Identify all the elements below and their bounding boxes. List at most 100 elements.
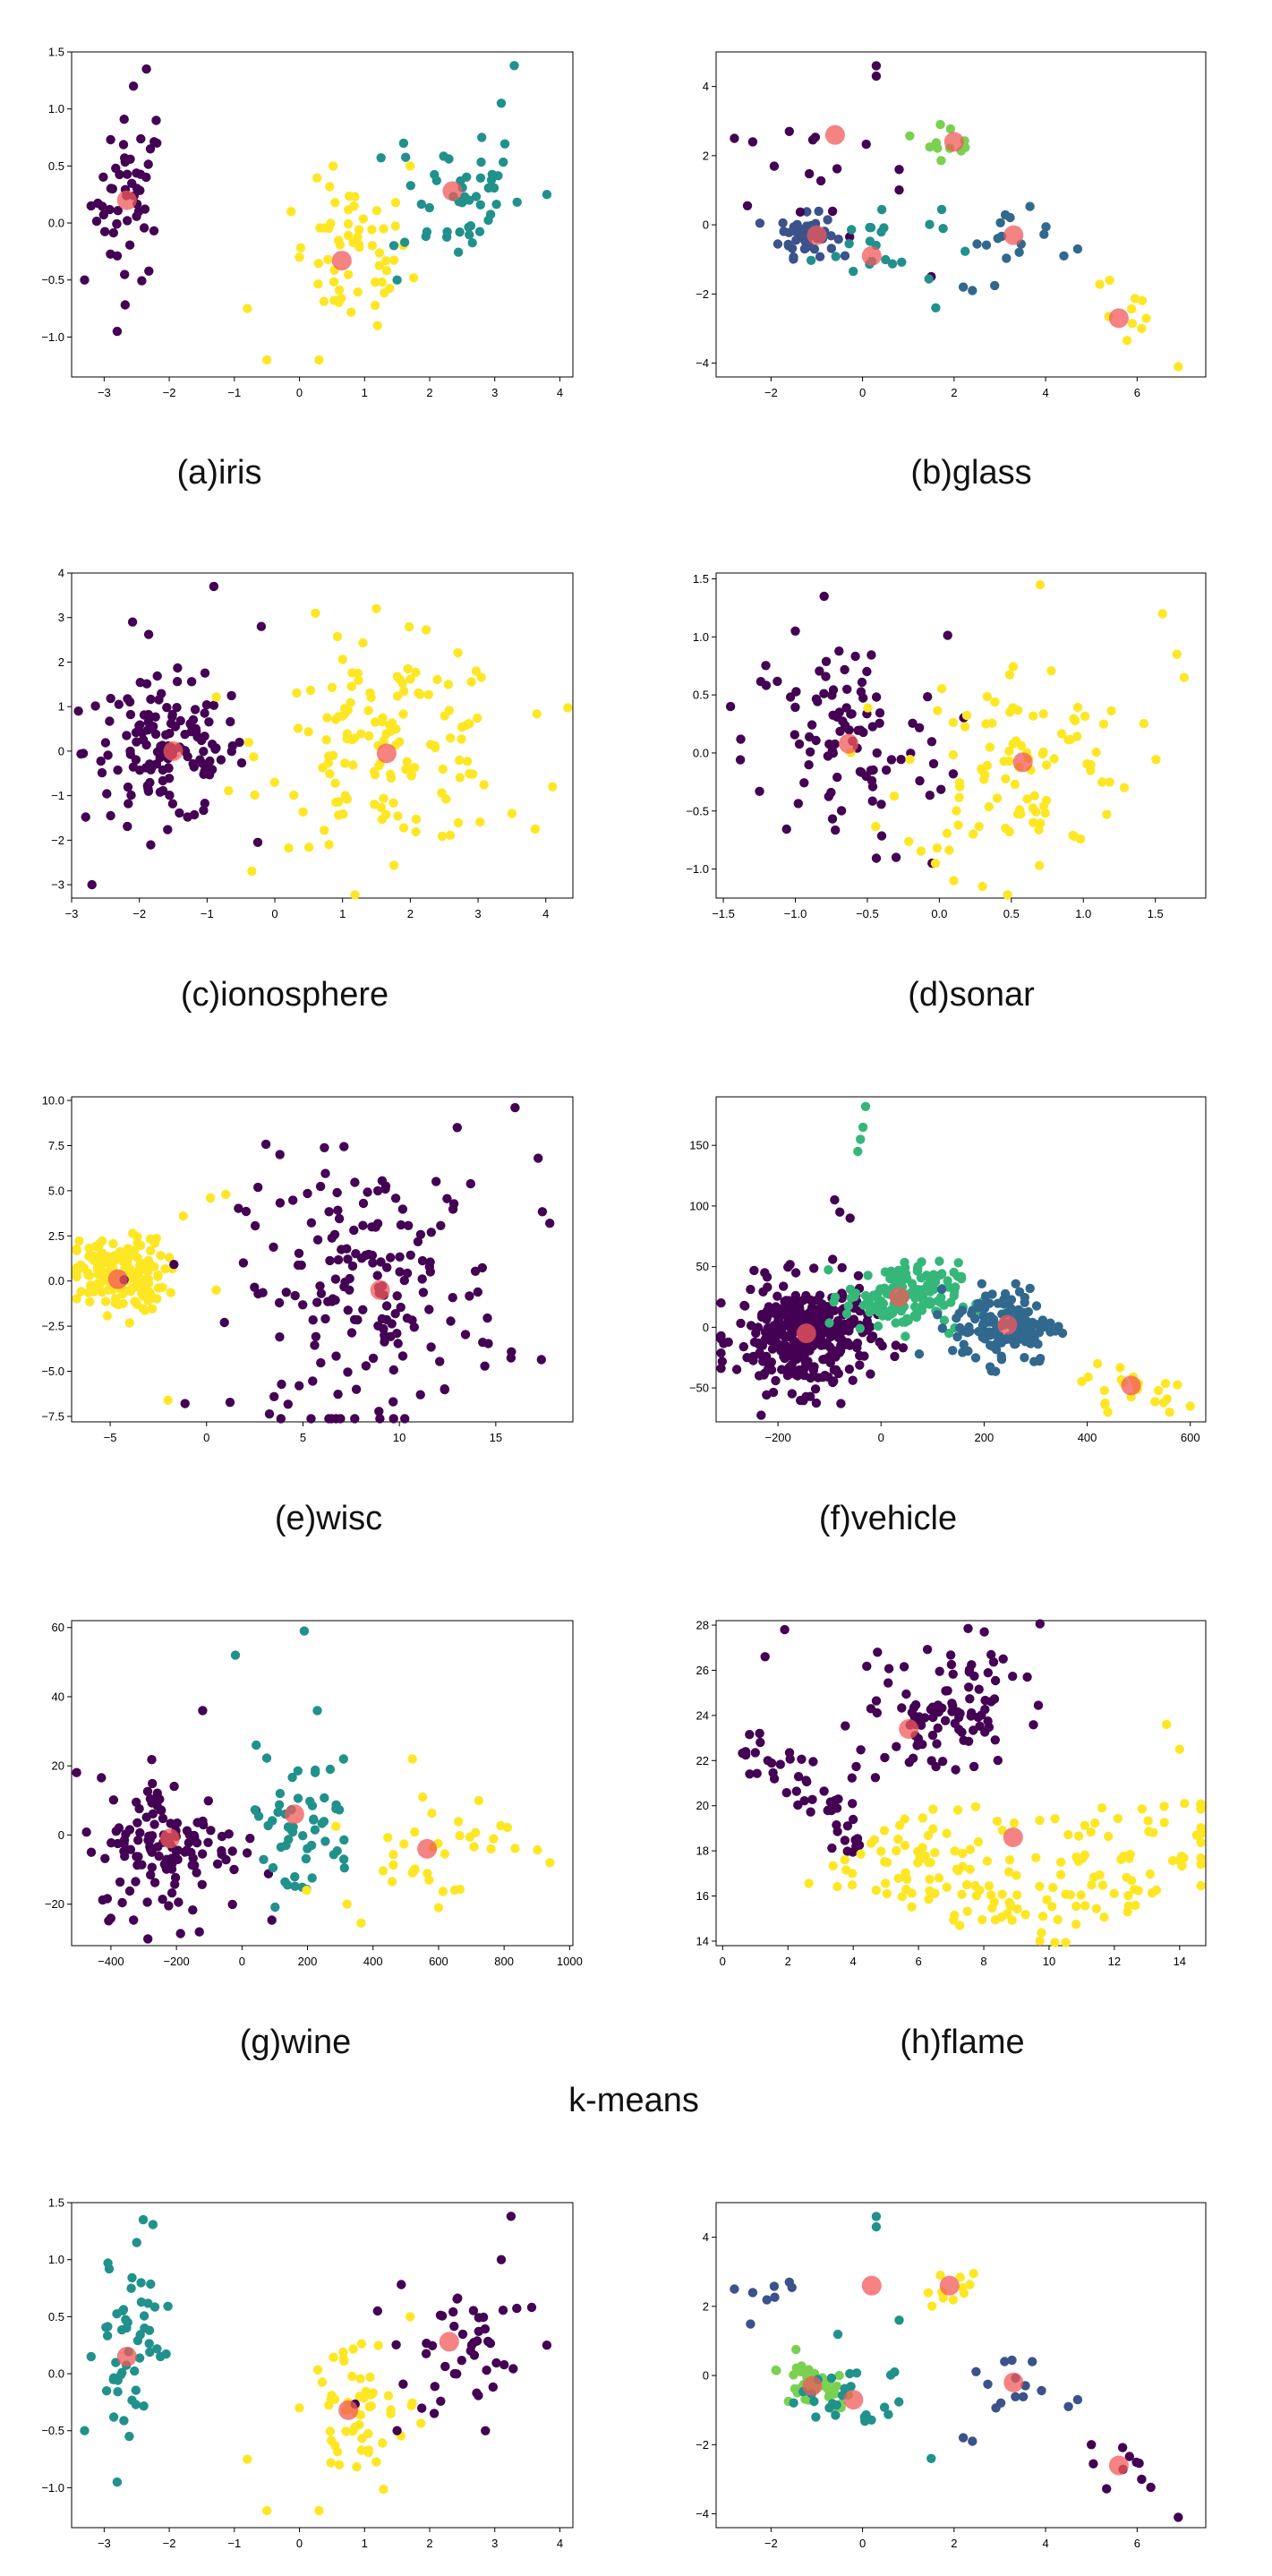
data-point	[388, 860, 399, 870]
data-point	[1070, 831, 1080, 842]
data-point	[1124, 1853, 1134, 1863]
data-point	[1011, 1279, 1020, 1289]
data-point	[808, 1365, 818, 1375]
data-point	[974, 821, 984, 832]
data-point	[963, 1623, 973, 1634]
data-point	[258, 1288, 268, 1297]
data-point	[152, 2344, 162, 2354]
data-point	[873, 1321, 884, 1331]
data-point	[894, 165, 904, 175]
data-point	[1061, 1938, 1071, 1947]
data-point	[862, 666, 872, 677]
data-point	[1072, 2394, 1083, 2405]
data-point	[1009, 1818, 1020, 1828]
y-tick-label: 28	[696, 1619, 709, 1632]
data-point	[132, 737, 141, 747]
data-point	[350, 1414, 360, 1424]
data-point	[303, 843, 314, 852]
data-point	[532, 709, 542, 719]
data-point	[760, 1268, 770, 1278]
data-point	[756, 1737, 765, 1748]
data-point	[368, 1258, 378, 1268]
y-tick-label: 60	[52, 1621, 64, 1634]
data-point	[865, 1307, 875, 1317]
data-point	[141, 679, 152, 689]
data-point	[792, 1371, 803, 1381]
data-point	[250, 790, 260, 800]
data-point	[135, 766, 145, 775]
data-point	[325, 182, 335, 192]
data-point	[331, 1803, 341, 1814]
data-point	[98, 210, 109, 220]
y-tick-label: 2	[58, 655, 64, 669]
data-point	[1115, 1363, 1125, 1373]
data-point	[98, 201, 107, 211]
data-point	[793, 1304, 804, 1314]
data-point	[290, 1290, 300, 1301]
data-point	[965, 1864, 975, 1874]
y-tick-label: 20	[52, 1759, 64, 1773]
data-point	[201, 700, 212, 710]
data-point	[345, 1273, 354, 1284]
data-point	[152, 1792, 162, 1802]
data-point	[108, 1238, 118, 1249]
data-point	[867, 1331, 878, 1341]
data-point	[135, 185, 145, 195]
data-point	[229, 1864, 239, 1875]
data-point	[146, 694, 156, 705]
data-point	[147, 1862, 157, 1872]
data-point	[373, 1321, 383, 1331]
data-point	[835, 1207, 845, 1217]
y-tick-label: −4	[696, 356, 709, 370]
data-point	[199, 805, 209, 816]
data-point	[423, 689, 433, 699]
data-point	[1036, 1354, 1046, 1364]
data-point	[260, 1139, 271, 1150]
data-point	[330, 198, 340, 208]
data-point	[530, 824, 541, 834]
data-point	[1031, 1853, 1041, 1862]
data-point	[115, 1877, 125, 1887]
data-point	[794, 224, 805, 234]
data-point	[338, 2354, 348, 2364]
data-point	[165, 791, 175, 800]
data-point	[867, 722, 877, 732]
data-point	[144, 266, 154, 276]
data-point	[198, 1706, 208, 1716]
data-point	[977, 764, 986, 774]
data-point	[145, 2347, 155, 2358]
data-point	[781, 1788, 791, 1798]
data-point	[1091, 747, 1101, 757]
data-point	[146, 1870, 156, 1880]
data-point	[397, 1204, 408, 1214]
data-point	[936, 1292, 946, 1303]
data-point	[302, 1886, 312, 1896]
data-point	[988, 1657, 999, 1667]
data-point	[871, 2212, 882, 2221]
x-tick-label: 10	[393, 1431, 406, 1444]
data-point	[537, 1207, 548, 1217]
data-point	[862, 1661, 872, 1672]
data-point	[858, 1122, 868, 1133]
data-point	[1037, 2385, 1046, 2396]
data-point	[730, 2284, 739, 2294]
data-point	[828, 1861, 838, 1870]
data-point	[435, 1356, 445, 1366]
y-tick-label: −1	[51, 789, 64, 802]
data-point	[466, 677, 476, 687]
data-point	[948, 1346, 958, 1356]
data-point	[421, 2349, 431, 2358]
data-point	[510, 1844, 520, 1853]
data-point	[153, 1842, 163, 1852]
centroid-marker	[116, 190, 137, 210]
data-point	[479, 780, 489, 790]
x-tick-label: −1	[227, 2537, 241, 2550]
data-point	[306, 1414, 316, 1424]
data-point	[410, 1864, 420, 1874]
data-point	[436, 1220, 446, 1231]
x-tick-label: 6	[1134, 386, 1140, 399]
data-point	[367, 241, 378, 251]
data-point	[747, 137, 758, 147]
centroid-marker	[370, 1279, 390, 1300]
